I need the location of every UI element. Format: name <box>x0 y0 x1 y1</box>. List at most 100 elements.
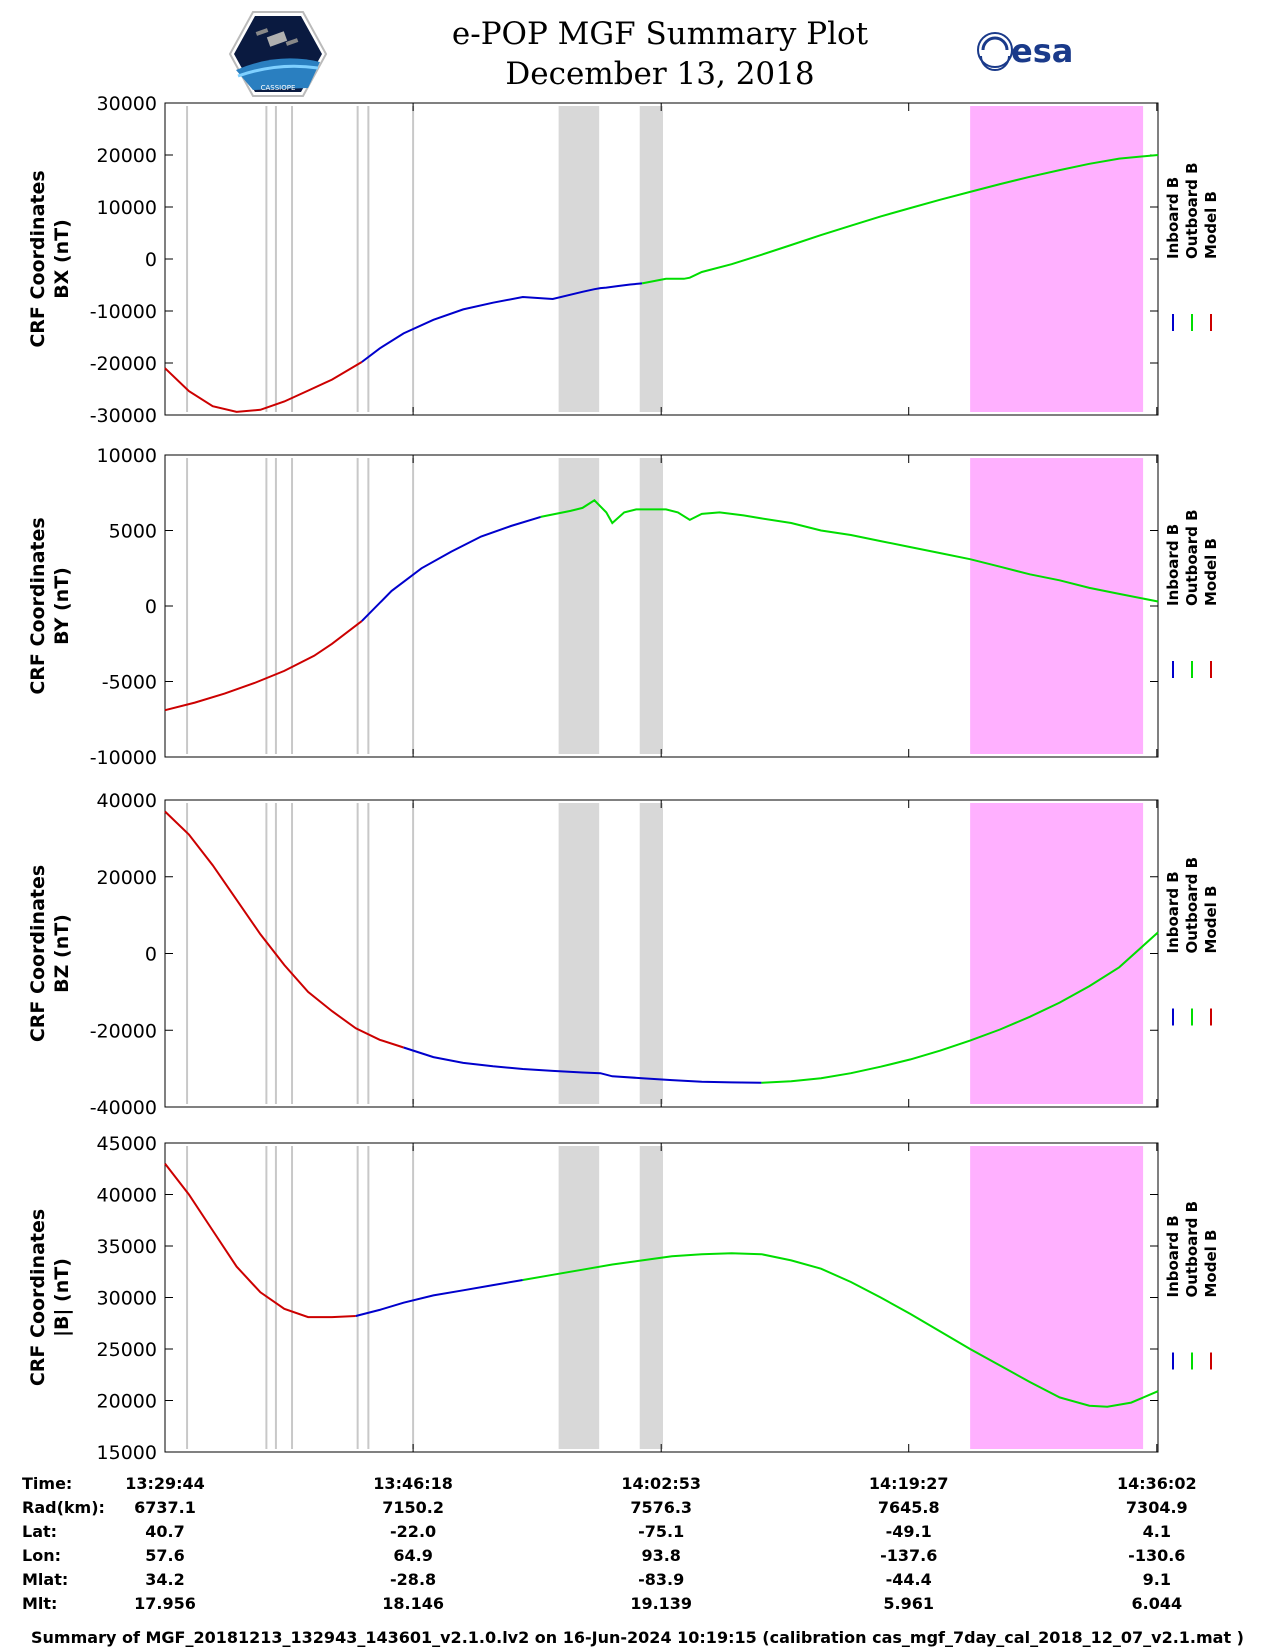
info-cell: 57.6 <box>145 1546 184 1565</box>
info-cell: -75.1 <box>638 1522 684 1541</box>
info-cell: -83.9 <box>638 1570 684 1589</box>
info-cell: 93.8 <box>641 1546 680 1565</box>
y-axis-unit-label: BZ (nT) <box>51 914 73 993</box>
cassiope-logo: CASSIOPE <box>228 10 328 102</box>
y-tick-label: -10000 <box>90 747 157 769</box>
chart-title: e-POP MGF Summary Plot December 13, 2018 <box>380 14 940 94</box>
info-cell: 13:46:18 <box>373 1474 453 1493</box>
legend-label: Outboard B <box>1183 1201 1201 1298</box>
info-row-label: Time: <box>22 1474 72 1493</box>
series-line-model-b <box>164 620 363 712</box>
info-cell: 7645.8 <box>878 1498 940 1517</box>
y-axis-label: CRF Coordinates <box>27 865 49 1042</box>
gray-band <box>558 803 600 1104</box>
series-line-outboard-b <box>761 931 1159 1084</box>
y-tick-label: 0 <box>145 249 157 271</box>
info-cell: 4.1 <box>1143 1522 1171 1541</box>
y-axis-unit-label: BY (nT) <box>51 567 73 645</box>
panel-3: 40000 20000 0 -20000 -40000 CRF Coordinates BZ… <box>27 790 1220 1119</box>
info-cell: 6.044 <box>1132 1594 1183 1613</box>
series-line-model-b <box>164 1162 356 1319</box>
series-line-outboard-b <box>522 1252 1159 1408</box>
info-cell: 40.7 <box>145 1522 184 1541</box>
info-cell: 7576.3 <box>630 1498 692 1517</box>
info-row-label: Lat: <box>22 1522 57 1541</box>
info-cell: 64.9 <box>393 1546 432 1565</box>
legend-label: Model B <box>1202 538 1220 606</box>
info-cell: -130.6 <box>1128 1546 1185 1565</box>
series-line-outboard-b <box>641 154 1159 285</box>
info-cell: 17.956 <box>134 1594 196 1613</box>
info-cell: 13:29:44 <box>125 1474 205 1493</box>
y-tick-label: 20000 <box>97 867 157 889</box>
y-tick-label: 30000 <box>97 1288 157 1310</box>
info-cell: 19.139 <box>630 1594 692 1613</box>
legend-label: Inboard B <box>1164 871 1182 953</box>
gray-band <box>639 1146 663 1449</box>
info-cell: 34.2 <box>145 1570 184 1589</box>
info-row-label: Mlt: <box>22 1594 57 1613</box>
y-tick-label: -40000 <box>90 1097 157 1119</box>
legend-label: Inboard B <box>1164 1215 1182 1297</box>
y-tick-label: 10000 <box>97 445 157 467</box>
svg-text:CASSIOPE: CASSIOPE <box>261 84 296 92</box>
y-axis-unit-label: |B| (nT) <box>51 1258 73 1337</box>
legend-label: Outboard B <box>1183 162 1201 259</box>
gray-band <box>558 458 600 754</box>
legend-label: Outboard B <box>1183 857 1201 954</box>
info-cell: 14:19:27 <box>869 1474 949 1493</box>
y-tick-label: 15000 <box>97 1442 157 1464</box>
info-cell: -137.6 <box>880 1546 937 1565</box>
y-tick-label: 35000 <box>97 1236 157 1258</box>
pink-band <box>970 803 1144 1104</box>
y-axis-label: CRF Coordinates <box>27 170 49 347</box>
title-text: e-POP MGF Summary Plot <box>451 16 869 52</box>
info-cell: 7304.9 <box>1126 1498 1188 1517</box>
info-cell: 6737.1 <box>134 1498 196 1517</box>
y-tick-label: 25000 <box>97 1339 157 1361</box>
series-line-model-b <box>164 361 363 413</box>
legend-label: Inboard B <box>1164 177 1182 259</box>
info-cell: -28.8 <box>390 1570 436 1589</box>
info-cell: 14:02:53 <box>621 1474 701 1493</box>
panel-4: 45000 40000 35000 30000 25000 20000 15000 CRF C… <box>27 1133 1220 1464</box>
y-tick-label: 30000 <box>97 93 157 115</box>
y-tick-label: 0 <box>145 596 157 618</box>
legend-label: Model B <box>1202 1230 1220 1298</box>
y-tick-label: 5000 <box>109 521 157 543</box>
date-text: December 13, 2018 <box>505 56 815 92</box>
legend-label: Inboard B <box>1164 524 1182 606</box>
series-line-inboard-b <box>355 1279 523 1317</box>
y-axis-label: CRF Coordinates <box>27 517 49 694</box>
panel-2: 10000 5000 0 -5000 -10000 CRF Coordinates BY (… <box>27 445 1220 769</box>
info-cell: 14:36:02 <box>1117 1474 1197 1493</box>
esa-wordmark: esa <box>1011 32 1073 70</box>
esa-logo: esa <box>975 28 1095 80</box>
footer-caption: Summary of MGF_20181213_132943_143601_v2… <box>31 1628 1244 1647</box>
info-row-label: Mlat: <box>22 1570 68 1589</box>
pink-band <box>970 1146 1144 1449</box>
y-tick-label: 20000 <box>97 145 157 167</box>
y-axis-label: CRF Coordinates <box>27 1209 49 1386</box>
legend-label: Outboard B <box>1183 509 1201 606</box>
pink-band <box>970 106 1144 412</box>
y-tick-label: -20000 <box>90 1020 157 1042</box>
gray-band <box>639 106 663 412</box>
y-tick-label: 10000 <box>97 197 157 219</box>
info-cell: -44.4 <box>886 1570 932 1589</box>
y-axis-unit-label: BX (nT) <box>51 219 73 299</box>
y-tick-label: -30000 <box>90 405 157 427</box>
info-cell: -22.0 <box>390 1522 436 1541</box>
info-cell: -49.1 <box>886 1522 932 1541</box>
legend-label: Model B <box>1202 886 1220 954</box>
series-line-outboard-b <box>540 499 1159 603</box>
gray-band <box>639 458 663 754</box>
series-line-inboard-b <box>361 515 541 622</box>
y-tick-label: 20000 <box>97 1391 157 1413</box>
y-tick-label: -5000 <box>102 672 157 694</box>
y-tick-label: 40000 <box>97 790 157 812</box>
gray-band <box>639 803 663 1104</box>
series-line-model-b <box>164 810 404 1049</box>
y-tick-label: 40000 <box>97 1185 157 1207</box>
